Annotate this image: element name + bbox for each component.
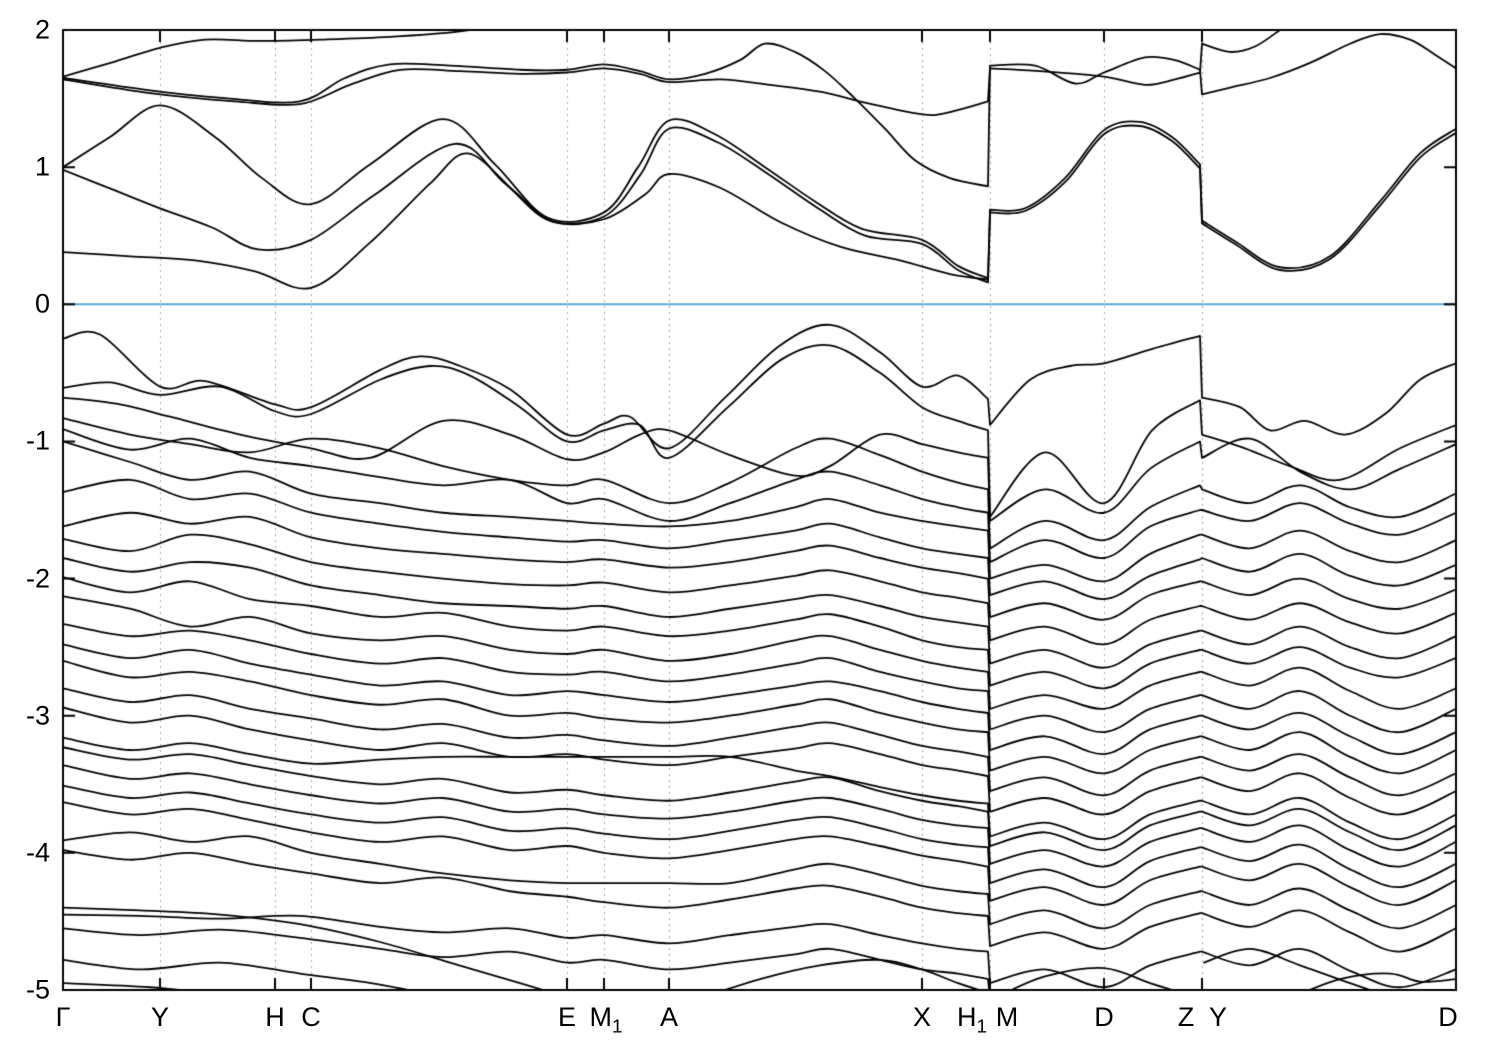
kpoint-label: H1 <box>956 1002 988 1038</box>
kpoint-label: Γ <box>55 1002 71 1032</box>
kpoint-label: A <box>659 1002 679 1032</box>
kpoint-label: Y <box>1208 1002 1228 1032</box>
kpoint-label: C <box>301 1002 321 1032</box>
kpoint-label: X <box>912 1002 932 1032</box>
y-tick-label: -4 <box>25 837 50 868</box>
y-tick-label: 2 <box>34 14 50 45</box>
y-tick-label: -3 <box>25 700 50 731</box>
y-tick-label: -5 <box>25 974 50 1005</box>
y-tick-label: 1 <box>34 151 50 182</box>
y-tick-label: -2 <box>25 563 50 594</box>
kpoint-label: E <box>557 1002 577 1032</box>
kpoint-label: D <box>1438 1002 1458 1032</box>
kpoint-label: Y <box>150 1002 170 1032</box>
kpoint-label: M <box>995 1002 1019 1032</box>
kpoint-label: D <box>1094 1002 1114 1032</box>
kpoint-label: Z <box>1177 1002 1195 1032</box>
kpoint-label: M1 <box>589 1002 623 1038</box>
kpoint-label: H <box>265 1002 285 1032</box>
y-tick-label: 0 <box>34 288 50 319</box>
y-tick-label: -1 <box>25 425 50 456</box>
